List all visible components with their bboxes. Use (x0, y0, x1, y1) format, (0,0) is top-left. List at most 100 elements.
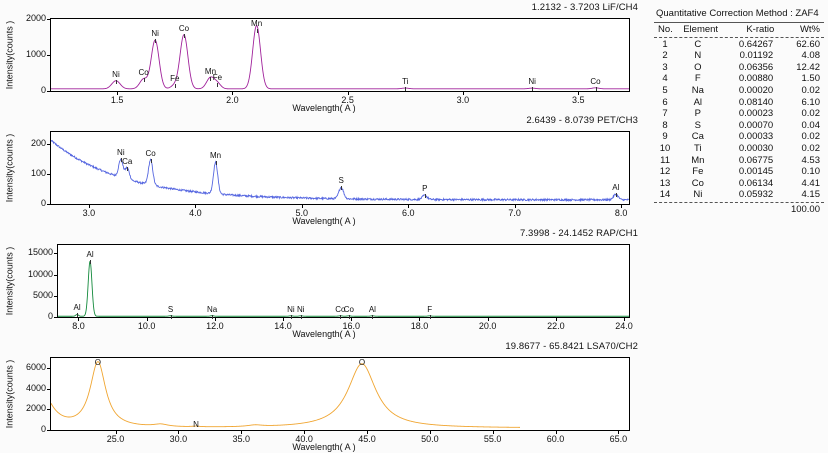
x-axis-tick-label: 22.0 (547, 321, 565, 331)
peak-marker (174, 84, 176, 89)
peak-marker (290, 314, 292, 319)
panel-title: 1.2132 - 3.7203 LiF/CH4 (531, 2, 638, 13)
plot-area (50, 18, 630, 92)
peak-label: Co (145, 148, 156, 158)
x-axis-tick-label: 25.0 (106, 434, 125, 444)
table-row: 9 Ca 0.00033 0.02 (654, 131, 824, 143)
table-row: 11 Mn 0.06775 4.53 (654, 155, 824, 167)
x-axis-tick-label: 40.0 (295, 434, 313, 444)
x-axis-tick-mark (241, 430, 243, 434)
x-axis-tick-mark (347, 91, 349, 95)
cell-wt: 62.60 (796, 38, 820, 50)
peak-marker (595, 86, 597, 91)
y-axis-tick-mark (47, 55, 51, 56)
column-header-kratio: K-ratio (746, 24, 775, 35)
plot-area (50, 357, 630, 431)
panel-title: 2.6439 - 8.0739 PET/CH3 (526, 115, 638, 126)
quantitative-results-panel: Quantitative Correction Method : ZAF4 No… (654, 8, 824, 216)
peak-label: Ca (122, 156, 133, 166)
cell-no: 10 (659, 142, 671, 154)
table-row: 4 F 0.00880 1.50 (654, 73, 824, 85)
panel-title: 7.3998 - 24.1452 RAP/CH1 (519, 228, 638, 239)
peak-marker (348, 314, 350, 319)
y-axis-tick-mark (47, 144, 51, 145)
peak-marker (120, 158, 122, 163)
y-axis-tick-mark (47, 430, 51, 431)
table-row: 2 N 0.01192 4.08 (654, 50, 824, 62)
x-axis-tick-label: 18.0 (410, 321, 429, 331)
x-axis-tick-label: 55.0 (483, 434, 502, 444)
table-row: 6 Al 0.08140 6.10 (654, 97, 824, 109)
peak-marker (405, 87, 407, 92)
cell-wt: 0.02 (801, 142, 821, 154)
table-row: 12 Fe 0.00145 0.10 (654, 166, 824, 178)
spectra-column: 1.2132 - 3.7203 LiF/CH4 Intensity(counts … (0, 0, 648, 452)
cell-wt: 4.08 (801, 50, 821, 62)
y-axis-tick-mark (54, 274, 58, 276)
peak-marker (170, 314, 172, 319)
table-row: 13 Co 0.06134 4.41 (654, 178, 824, 190)
peak-marker (372, 314, 374, 319)
cell-element: C (694, 38, 702, 50)
results-title: Quantitative Correction Method : ZAF4 (656, 8, 819, 19)
cell-no: 13 (659, 177, 671, 189)
y-axis-tick-label: 4000 (25, 382, 46, 393)
peak-label: Na (207, 304, 218, 314)
table-row: 8 S 0.00070 0.04 (654, 120, 824, 132)
column-header-no: No. (658, 24, 673, 35)
cell-kratio: 0.06775 (738, 154, 774, 166)
x-axis-tick-label: 3.5 (571, 95, 585, 105)
y-axis-tick-label: 2000 (25, 13, 46, 23)
cell-element: S (694, 119, 701, 131)
peak-label: Al (86, 250, 94, 260)
peak-marker (212, 314, 214, 319)
y-axis-tick-mark (47, 409, 51, 411)
results-table-body: 1 C 0.64267 62.60 2 N 0.01192 4.08 3 O 0.06356 12.4… (654, 39, 824, 201)
cell-kratio: 0.05932 (738, 189, 774, 201)
cell-kratio: 0.06356 (738, 61, 774, 73)
x-axis-tick-label: 10.0 (137, 321, 156, 331)
peak-label: Ni (112, 69, 120, 79)
peak-label: Co (335, 304, 346, 314)
y-axis-tick-mark (47, 388, 51, 390)
peak-marker (215, 161, 217, 166)
cell-wt: 4.41 (801, 177, 821, 189)
x-axis-tick-mark (214, 317, 216, 321)
y-axis-tick-mark (54, 253, 58, 255)
y-axis-tick-label: 200 (30, 138, 46, 148)
x-axis-tick-label: 3.0 (82, 208, 96, 218)
results-rule-top (654, 22, 824, 23)
peak-marker (340, 314, 342, 319)
x-axis-tick-label: 50.0 (421, 434, 439, 444)
x-axis-tick-mark (351, 317, 353, 321)
y-axis-tick-label: 5000 (32, 289, 53, 300)
cell-element: Co (691, 177, 704, 189)
x-axis-tick-mark (618, 430, 620, 434)
y-axis-tick-mark (47, 204, 51, 205)
peak-label: F (427, 304, 433, 314)
peak-label: Al (612, 183, 620, 193)
results-rule-header (654, 36, 824, 38)
x-axis-tick-mark (301, 204, 303, 208)
plot-area (50, 131, 630, 205)
peak-marker (256, 29, 258, 33)
panel-lif-ch4: 1.2132 - 3.7203 LiF/CH4 Intensity(counts … (0, 0, 648, 113)
x-axis-tick-mark (304, 430, 306, 434)
x-axis-tick-label: 2.0 (226, 95, 239, 105)
x-axis-tick-mark (88, 204, 90, 208)
panel-pet-ch3: 2.6439 - 8.0739 PET/CH3 Intensity(counts … (0, 113, 648, 226)
y-axis-tick-mark (47, 19, 51, 20)
table-row: 7 P 0.00023 0.02 (654, 108, 824, 120)
peak-label: Ni (117, 148, 125, 158)
x-axis-tick-mark (232, 91, 234, 95)
x-axis-tick-mark (117, 91, 119, 95)
x-axis-tick-label: 24.0 (615, 321, 633, 331)
y-axis-tick-label: 0 (40, 424, 46, 434)
x-axis-tick-mark (514, 204, 516, 208)
x-axis-tick-label: 65.0 (609, 434, 628, 444)
cell-element: Mn (691, 154, 705, 166)
cell-kratio: 0.00880 (738, 73, 774, 85)
x-axis-label: Wavelength( A ) (292, 103, 356, 113)
peak-label: Al (73, 303, 81, 313)
spectrum-trace (51, 24, 629, 90)
